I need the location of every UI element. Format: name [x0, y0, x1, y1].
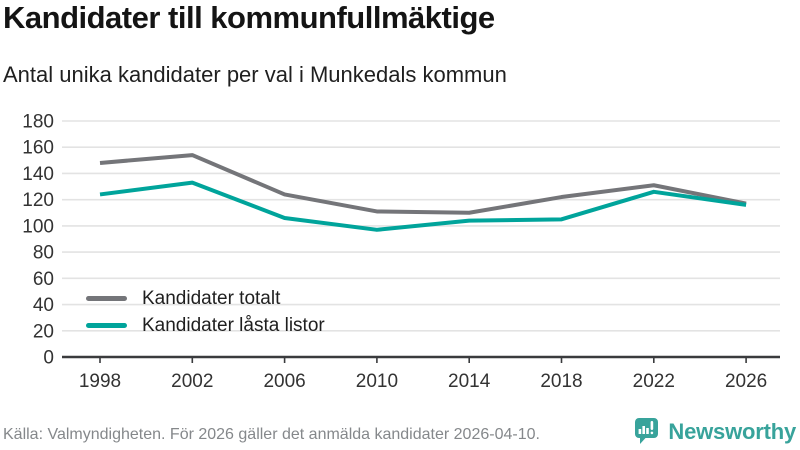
y-tick-label: 0	[43, 348, 54, 369]
source-note: Källa: Valmyndigheten. För 2026 gäller d…	[3, 426, 540, 443]
series-line-0	[99, 153, 747, 215]
x-tick-label: 2010	[356, 371, 398, 392]
y-tick-label: 20	[33, 321, 54, 342]
legend-swatch-totalt	[86, 296, 127, 301]
y-tick-label: 40	[33, 295, 54, 316]
y-tick-label: 140	[22, 164, 54, 185]
line-chart: 0 20 40 60 80 100 120 140 160 180 1998 2002 2006 2010…	[22, 112, 780, 392]
y-tick-label: 80	[33, 243, 54, 264]
legend-label-totalt: Kandidater totalt	[142, 287, 281, 309]
legend-item-lasta-listor: Kandidater låsta listor	[86, 312, 325, 339]
x-tick-label: 2018	[540, 371, 582, 392]
y-tick-label: 120	[22, 190, 54, 211]
brand-name: Newsworthy	[668, 418, 796, 444]
y-tick-label: 60	[33, 269, 54, 290]
y-tick-label: 100	[22, 216, 54, 237]
x-tick-label: 2014	[448, 371, 491, 392]
y-tick-label: 180	[22, 112, 54, 133]
x-tick-label: 2002	[171, 371, 213, 392]
legend: Kandidater totalt Kandidater låsta listo…	[86, 285, 325, 339]
x-tick-label: 2022	[633, 371, 675, 392]
newsworthy-logo: Newsworthy	[633, 417, 796, 446]
legend-label-lasta-listor: Kandidater låsta listor	[142, 314, 325, 336]
x-tick-label: 1998	[79, 371, 121, 392]
series-line-1	[99, 180, 747, 232]
chart-title: Kandidater till kommunfullmäktige	[3, 0, 495, 35]
chart-subtitle: Antal unika kandidater per val i Munkeda…	[3, 62, 507, 87]
y-tick-label: 160	[22, 138, 54, 159]
legend-swatch-lasta-listor	[86, 323, 127, 328]
newsworthy-icon	[635, 418, 659, 444]
x-tick-label: 2026	[725, 371, 767, 392]
x-tick-label: 2006	[263, 371, 305, 392]
legend-item-totalt: Kandidater totalt	[86, 285, 325, 312]
